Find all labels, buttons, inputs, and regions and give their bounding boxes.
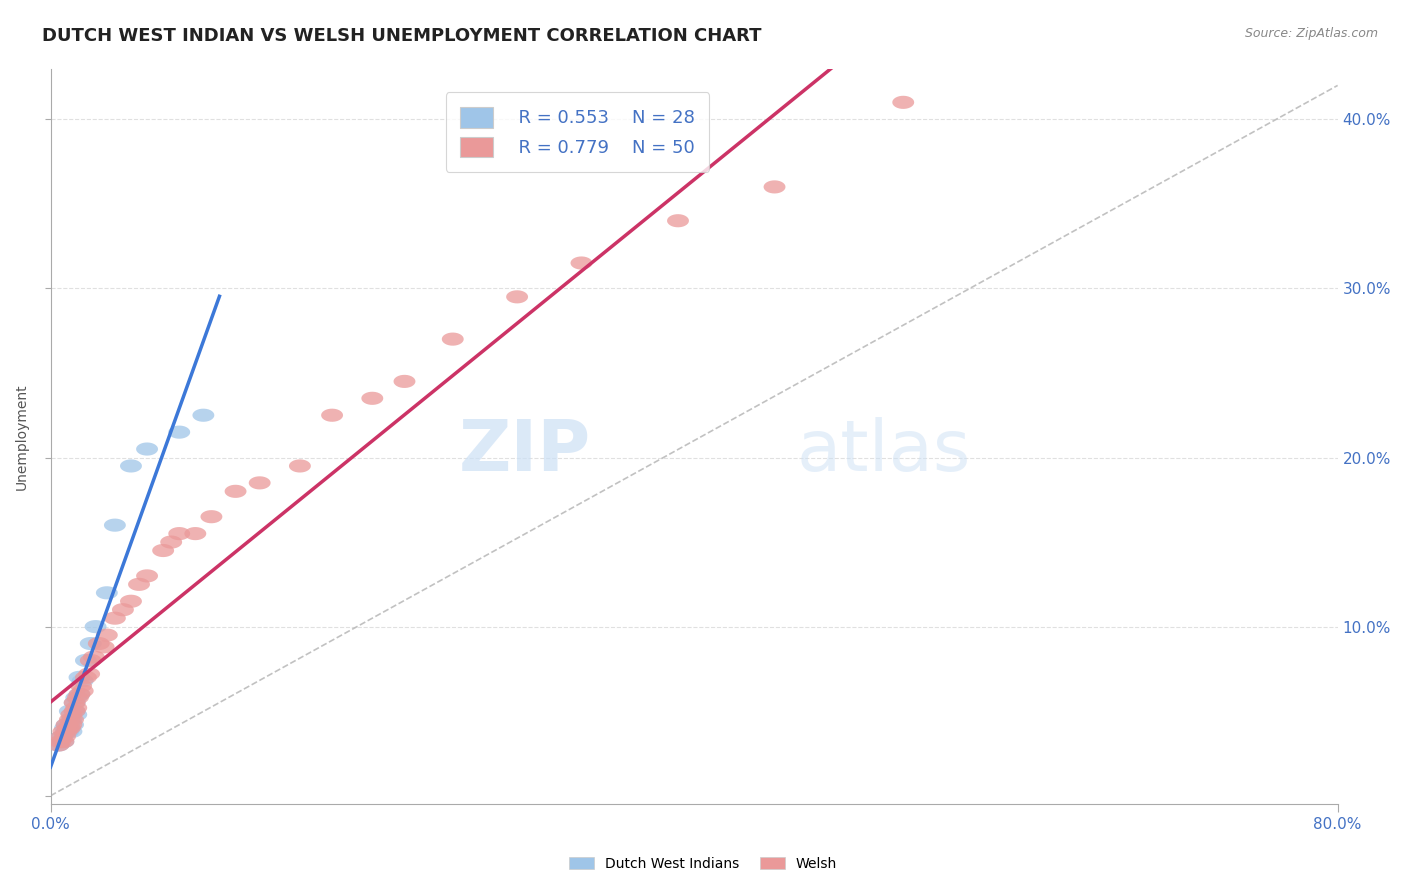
- Text: atlas: atlas: [797, 417, 972, 485]
- Point: [87, 636, 110, 650]
- Legend:   R = 0.553    N = 28,   R = 0.779    N = 50: R = 0.553 N = 28, R = 0.779 N = 50: [446, 92, 710, 172]
- Point: [72, 684, 94, 698]
- Point: [59, 713, 82, 727]
- Point: [83, 650, 105, 665]
- Point: [891, 95, 914, 110]
- Point: [104, 611, 127, 625]
- Point: [66, 690, 89, 705]
- Y-axis label: Unemployment: Unemployment: [15, 383, 30, 490]
- Point: [52, 734, 75, 748]
- Point: [52, 724, 75, 739]
- Point: [361, 392, 384, 406]
- Point: [84, 619, 107, 633]
- Point: [55, 717, 77, 731]
- Point: [93, 640, 115, 654]
- Point: [65, 707, 87, 722]
- Point: [48, 738, 70, 752]
- Point: [763, 180, 786, 194]
- Point: [55, 717, 77, 731]
- Point: [48, 738, 70, 752]
- Point: [136, 442, 159, 456]
- Point: [571, 256, 593, 270]
- Point: [666, 213, 689, 227]
- Point: [51, 730, 73, 744]
- Point: [55, 724, 77, 739]
- Point: [96, 628, 118, 642]
- Point: [58, 724, 80, 739]
- Point: [52, 734, 75, 748]
- Point: [193, 408, 215, 422]
- Text: DUTCH WEST INDIAN VS WELSH UNEMPLOYMENT CORRELATION CHART: DUTCH WEST INDIAN VS WELSH UNEMPLOYMENT …: [42, 27, 762, 45]
- Point: [70, 679, 93, 693]
- Point: [53, 721, 76, 735]
- Point: [60, 713, 83, 727]
- Point: [69, 687, 91, 701]
- Point: [63, 696, 86, 710]
- Point: [65, 701, 87, 715]
- Point: [65, 690, 87, 705]
- Point: [394, 375, 416, 389]
- Point: [225, 484, 247, 499]
- Point: [63, 704, 86, 718]
- Legend: Dutch West Indians, Welsh: Dutch West Indians, Welsh: [564, 851, 842, 876]
- Point: [62, 717, 84, 731]
- Point: [167, 526, 190, 541]
- Point: [120, 458, 142, 473]
- Point: [62, 713, 84, 727]
- Point: [59, 721, 82, 735]
- Point: [96, 586, 118, 600]
- Point: [63, 696, 86, 710]
- Point: [77, 667, 100, 681]
- Point: [184, 526, 207, 541]
- Point: [80, 653, 103, 667]
- Point: [441, 332, 464, 346]
- Text: Source: ZipAtlas.com: Source: ZipAtlas.com: [1244, 27, 1378, 40]
- Point: [63, 704, 86, 718]
- Point: [53, 730, 76, 744]
- Point: [249, 475, 271, 490]
- Point: [506, 290, 529, 304]
- Point: [136, 569, 159, 583]
- Point: [69, 687, 91, 701]
- Point: [167, 425, 190, 439]
- Point: [111, 603, 134, 617]
- Point: [152, 543, 174, 558]
- Point: [58, 721, 80, 735]
- Point: [55, 724, 77, 739]
- Point: [51, 730, 73, 744]
- Point: [75, 670, 97, 684]
- Point: [59, 721, 82, 735]
- Point: [288, 458, 311, 473]
- Point: [104, 518, 127, 533]
- Point: [69, 670, 91, 684]
- Point: [80, 636, 103, 650]
- Point: [160, 535, 183, 549]
- Point: [321, 408, 343, 422]
- Point: [200, 509, 222, 524]
- Point: [75, 653, 97, 667]
- Point: [60, 717, 83, 731]
- Point: [128, 577, 150, 591]
- Point: [120, 594, 142, 608]
- Point: [60, 707, 83, 722]
- Point: [59, 704, 82, 718]
- Point: [72, 673, 94, 688]
- Text: ZIP: ZIP: [458, 417, 591, 485]
- Point: [60, 724, 83, 739]
- Point: [49, 734, 72, 748]
